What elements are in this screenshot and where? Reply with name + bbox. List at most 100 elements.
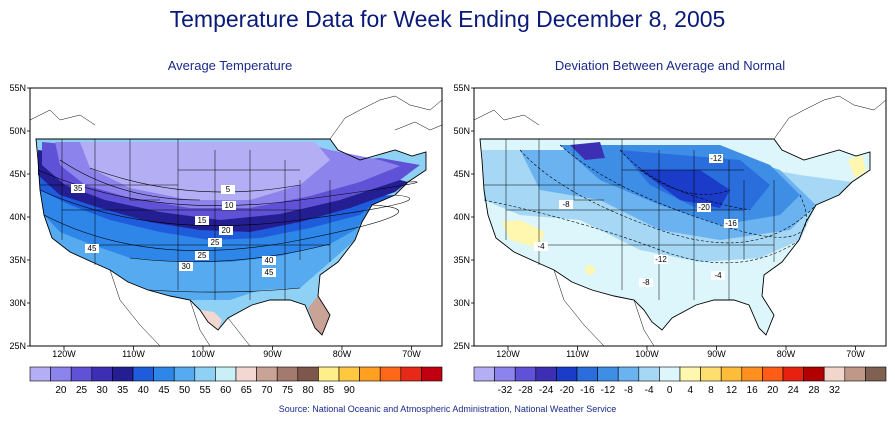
contour-label: 10 [225,201,234,210]
lon-tick-label: 90W [707,349,726,359]
colorbar-label: 60 [220,385,232,396]
contour-label: -16 [725,219,737,228]
lat-tick-label: 35N [9,255,26,265]
colorbar-swatch [823,366,846,382]
contour-label: 25 [211,238,220,247]
contour-label: 40 [265,256,274,265]
right-contour-labels: -8 -12 -20 -16 -12 -8 -4 -4 [534,154,738,287]
colorbar-label: -12 [601,385,616,396]
lat-tick-label: 25N [9,341,26,351]
colorbar-swatch [318,366,340,382]
colorbar-swatch [700,366,722,382]
colorbar-swatch [112,366,134,382]
lat-tick-label: 30N [453,298,470,308]
lat-tick-label: 55N [453,83,470,93]
colorbar-swatch [803,366,825,382]
colorbar-swatch [400,366,422,382]
lon-tick-label: 100W [635,349,659,359]
colorbar-label: 25 [76,385,88,396]
lat-tick-label: 55N [9,83,26,93]
contour-label: -4 [537,242,545,251]
colorbar-label: 70 [261,385,273,396]
colorbar-swatch [215,366,237,382]
lat-tick-label: 25N [453,341,470,351]
contour-label: 45 [265,268,274,277]
colorbar-label: 16 [747,385,759,396]
colorbar-label: 30 [97,385,109,396]
colorbar-label: -20 [559,385,574,396]
right-lat-axis: 55N 50N 45N 40N 35N 30N 25N [453,83,474,351]
page-title: Temperature Data for Week Ending Decembe… [169,6,726,32]
colorbar-swatch [494,366,516,382]
colorbar-label: -28 [518,385,533,396]
contour-label: 25 [198,251,207,260]
colorbar-label: 85 [323,385,335,396]
colorbar-swatch [50,366,72,382]
colorbar-label: 0 [667,385,673,396]
colorbar-label: 32 [829,385,841,396]
colorbar-swatch [70,366,93,382]
colorbar-label: 40 [138,385,150,396]
colorbar-swatch [276,366,299,382]
colorbar-swatch [638,366,660,382]
colorbar-swatch [659,366,681,382]
lon-tick-label: 100W [191,349,215,359]
colorbar-label: 20 [55,385,67,396]
colorbar-swatch [338,366,360,382]
colorbar-swatch [720,366,743,382]
lon-tick-label: 90W [263,349,282,359]
colorbar-swatch [379,366,402,382]
colorbar-label: 65 [241,385,253,396]
colorbar-label: 80 [303,385,315,396]
colorbar-swatch [235,366,257,382]
colorbar-swatch [473,366,495,382]
left-map [30,88,442,346]
colorbar-swatch [597,366,619,382]
colorbar-label: -24 [539,385,554,396]
left-lat-axis: 55N 50N 45N 40N 35N 30N 25N [9,83,30,351]
colorbar-swatch [762,366,784,382]
contour-label: 30 [182,262,191,271]
right-colorbar: -32 -28 -24 -20 -16 -12 -8 -4 0 4 8 12 16 20 24 28 32 [473,366,887,396]
colorbar-label: -32 [498,385,513,396]
source-note: Source: National Oceanic and Atmospheric… [278,404,617,414]
contour-label: -8 [562,200,570,209]
colorbar-label: 35 [117,385,129,396]
right-lon-axis: 120W 110W 100W 90W 80W 70W [496,346,865,359]
contour-label: -8 [642,278,650,287]
colorbar-swatch [297,366,319,382]
colorbar-label: 8 [708,385,714,396]
colorbar-swatch [256,366,278,382]
colorbar-label: 28 [808,385,820,396]
colorbar-swatch [359,366,381,382]
left-lon-axis: 120W 110W 100W 90W 80W 70W [52,346,421,359]
lat-tick-label: 45N [9,169,26,179]
lat-tick-label: 40N [9,212,26,222]
colorbar-swatch [194,366,216,382]
colorbar-label: 75 [282,385,294,396]
colorbar-label: 4 [688,385,694,396]
contour-label: -12 [710,154,722,163]
lon-tick-label: 120W [52,349,76,359]
colorbar-label: -16 [580,385,595,396]
colorbar-swatch [741,366,763,382]
contour-label: -12 [655,255,667,264]
colorbar-swatch [173,366,196,382]
colorbar-swatch [556,366,578,382]
lon-tick-label: 110W [122,349,145,359]
lat-tick-label: 50N [453,126,470,136]
lon-tick-label: 80W [333,349,352,359]
colorbar-swatch [865,366,887,382]
colorbar-swatch [576,366,598,382]
contour-label: -4 [714,271,722,280]
contour-label: 35 [74,184,83,193]
colorbar-label: 24 [788,385,800,396]
colorbar-label: -8 [624,385,633,396]
colorbar-swatch [617,366,640,382]
lat-tick-label: 30N [9,298,26,308]
lon-tick-label: 110W [566,349,589,359]
contour-label: 45 [88,244,97,253]
colorbar-swatch [782,366,804,382]
